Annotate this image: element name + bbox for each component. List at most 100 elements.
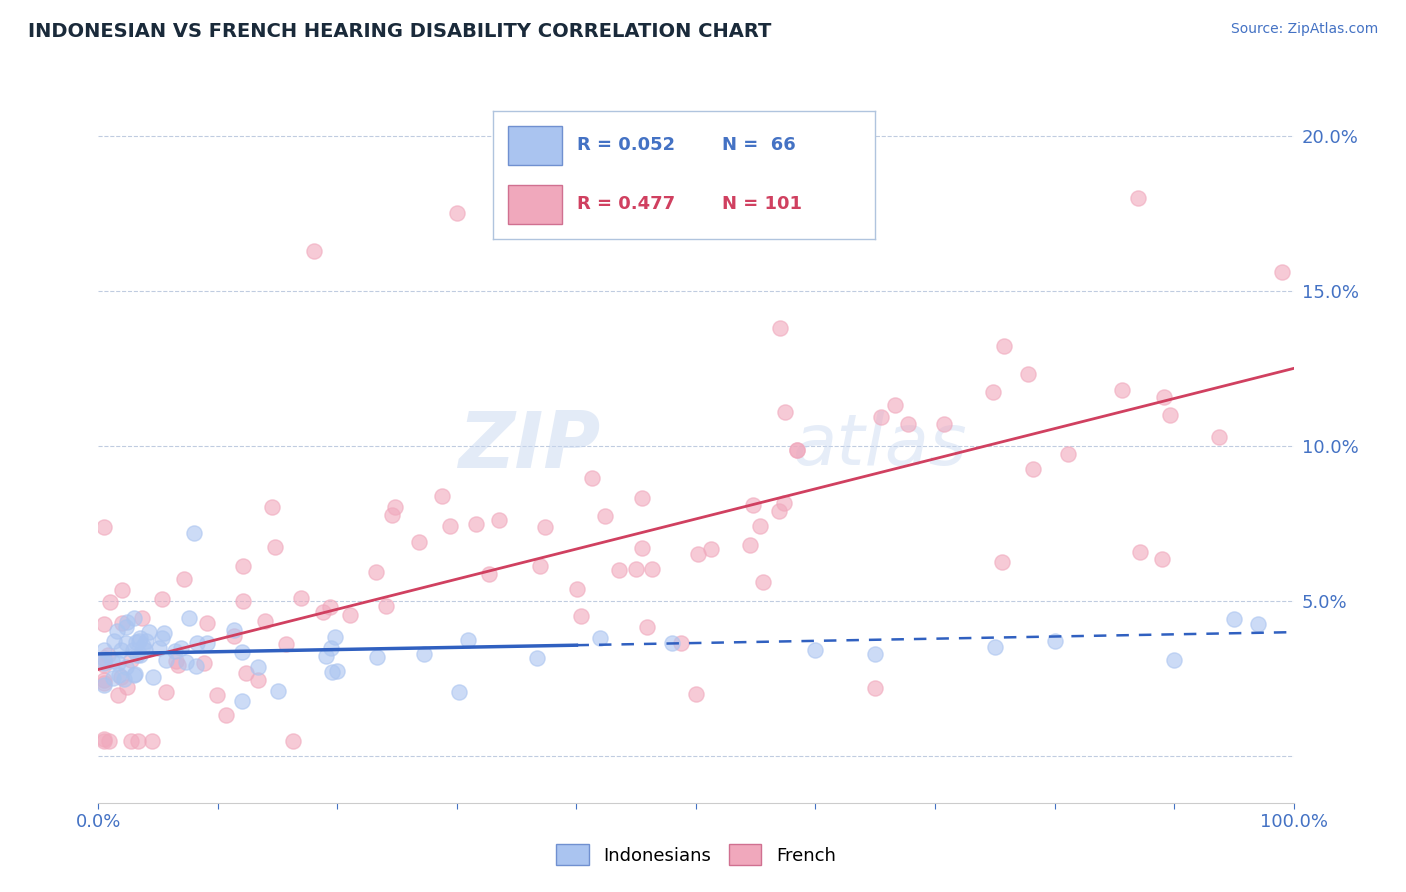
Point <box>115 636 138 650</box>
Point <box>311 605 333 619</box>
Point <box>319 641 342 656</box>
Text: atlas: atlas <box>792 411 966 481</box>
Point <box>439 518 461 533</box>
Point <box>110 642 132 657</box>
Point <box>1159 408 1181 422</box>
Point <box>93 651 115 665</box>
Point <box>111 582 134 597</box>
Point <box>120 733 142 747</box>
Point <box>1128 191 1150 205</box>
Point <box>142 671 165 685</box>
Point <box>457 633 479 648</box>
Point <box>302 244 325 258</box>
Point <box>135 634 157 648</box>
Point <box>412 648 434 662</box>
Point <box>184 659 207 673</box>
Point <box>446 206 468 220</box>
Point <box>593 509 616 524</box>
Point <box>231 694 253 708</box>
Point <box>110 670 132 684</box>
Point <box>174 656 197 670</box>
Point <box>1056 447 1078 461</box>
Point <box>134 643 156 657</box>
Point <box>93 642 115 657</box>
Point <box>1111 384 1133 398</box>
Point <box>114 660 136 674</box>
Point <box>447 685 470 699</box>
Point <box>786 443 808 458</box>
Point <box>700 542 723 557</box>
Point <box>1152 552 1174 566</box>
Point <box>120 653 142 667</box>
Point <box>281 733 304 747</box>
Point <box>607 563 630 577</box>
Point <box>246 673 269 687</box>
Point <box>193 656 215 670</box>
Point <box>804 643 827 657</box>
Point <box>93 650 115 665</box>
Point <box>993 339 1015 353</box>
Point <box>1222 612 1246 626</box>
Point <box>105 624 128 638</box>
Point <box>107 688 129 702</box>
Point <box>1271 265 1294 279</box>
Point <box>195 615 218 630</box>
Point <box>488 512 510 526</box>
Point <box>231 645 253 659</box>
Point <box>325 665 347 679</box>
Point <box>254 614 277 628</box>
Point <box>263 540 285 554</box>
Point <box>93 673 115 687</box>
Point <box>138 625 160 640</box>
Point <box>93 657 115 671</box>
Point <box>321 665 343 680</box>
Point <box>274 637 297 651</box>
Point <box>128 648 150 662</box>
Point <box>124 667 146 681</box>
Point <box>290 591 312 605</box>
Point <box>195 636 218 650</box>
Point <box>107 656 129 670</box>
Point <box>266 684 288 698</box>
Point <box>101 654 124 668</box>
Point <box>152 592 174 607</box>
Point <box>103 634 125 648</box>
Point <box>93 678 115 692</box>
Point <box>1246 616 1268 631</box>
Point <box>1208 430 1230 444</box>
Point <box>114 672 136 686</box>
Point <box>319 599 342 614</box>
Point <box>173 572 195 586</box>
Legend: Indonesians, French: Indonesians, French <box>548 837 844 872</box>
Point <box>1043 634 1066 648</box>
Point <box>93 520 115 534</box>
Point <box>177 611 200 625</box>
Point <box>183 525 205 540</box>
Point <box>97 733 120 747</box>
Point <box>224 630 246 644</box>
Point <box>364 566 387 580</box>
Point <box>215 708 238 723</box>
Point <box>565 582 588 596</box>
Point <box>141 733 163 747</box>
Point <box>152 631 174 645</box>
Point <box>1129 545 1152 559</box>
Point <box>749 519 772 533</box>
Point <box>375 599 398 613</box>
Point <box>323 630 346 644</box>
Point <box>247 660 270 674</box>
Point <box>981 385 1004 400</box>
Point <box>101 671 124 685</box>
Point <box>115 620 138 634</box>
Point <box>408 535 430 549</box>
Point <box>1022 462 1045 476</box>
Point <box>111 616 134 631</box>
Point <box>148 640 170 655</box>
Point <box>529 558 551 573</box>
Point <box>124 666 146 681</box>
Point <box>93 658 115 673</box>
Point <box>127 733 149 747</box>
Text: INDONESIAN VS FRENCH HEARING DISABILITY CORRELATION CHART: INDONESIAN VS FRENCH HEARING DISABILITY … <box>28 22 772 41</box>
Point <box>571 608 593 623</box>
Point <box>170 640 193 655</box>
